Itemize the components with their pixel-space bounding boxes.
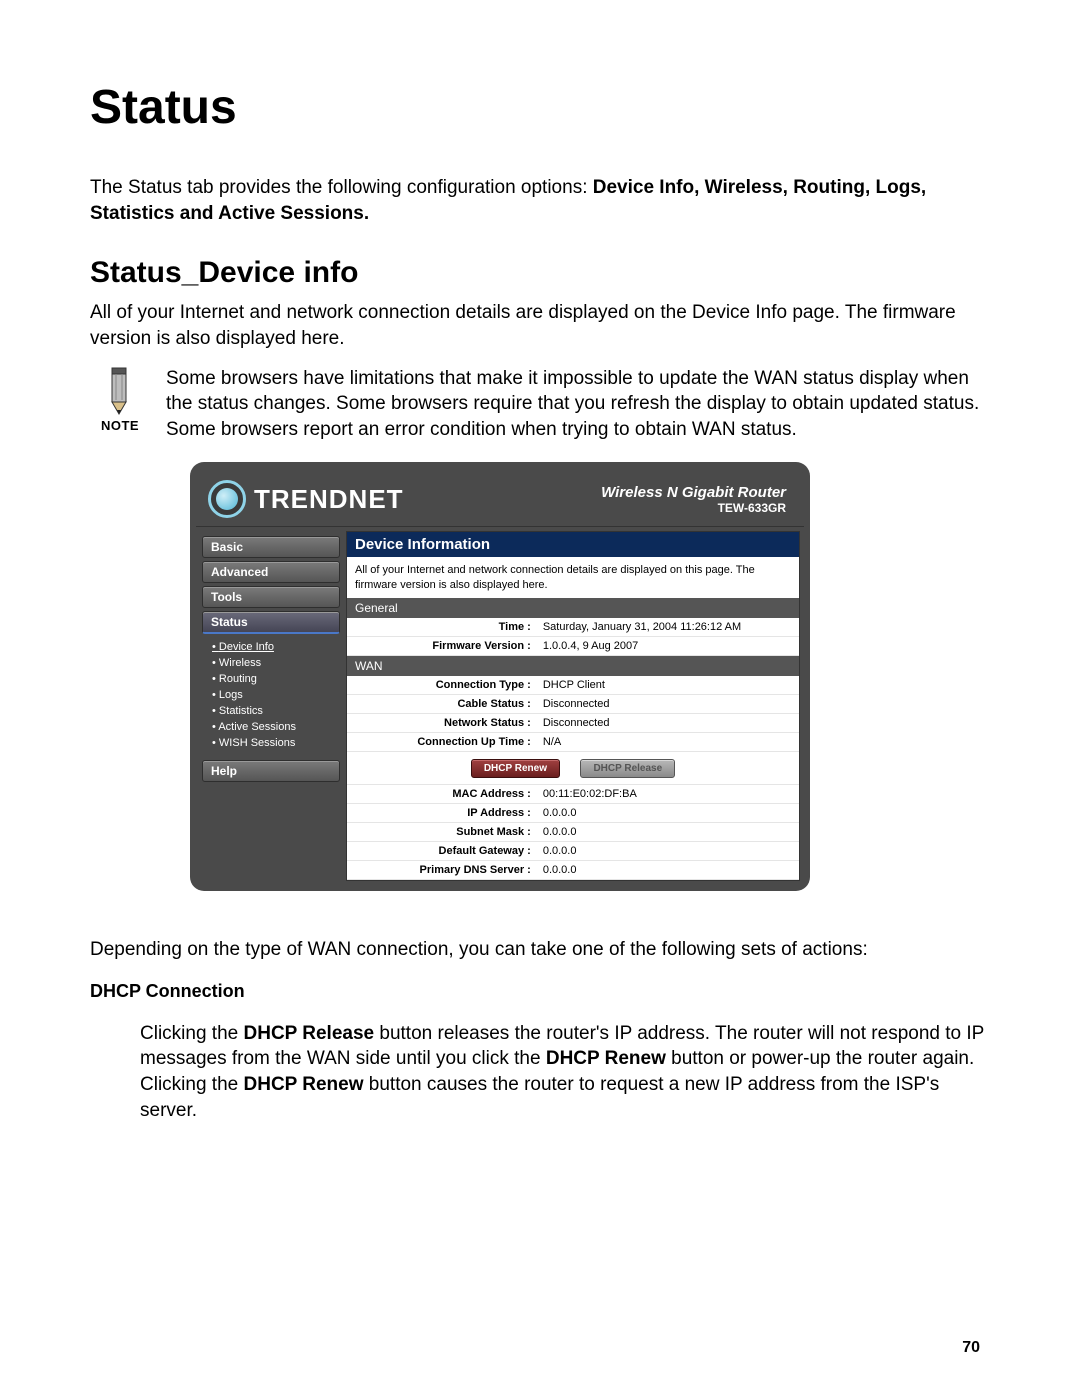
subnav-routing[interactable]: Routing xyxy=(212,671,340,687)
subnet-label: Subnet Mask : xyxy=(347,823,537,842)
pencil-note-icon xyxy=(98,366,142,416)
table-row: IP Address : 0.0.0.0 xyxy=(347,804,799,823)
subnav-logs[interactable]: Logs xyxy=(212,687,340,703)
page-number: 70 xyxy=(962,1339,980,1357)
uptime-value: N/A xyxy=(537,733,799,752)
firmware-value: 1.0.0.4, 9 Aug 2007 xyxy=(537,637,799,656)
page-title: Status xyxy=(90,80,990,135)
table-row: MAC Address : 00:11:E0:02:DF:BA xyxy=(347,785,799,804)
table-row: Primary DNS Server : 0.0.0.0 xyxy=(347,861,799,880)
intro-text: The Status tab provides the following co… xyxy=(90,177,593,198)
dhcp-release-button[interactable]: DHCP Release xyxy=(580,759,675,778)
mac-label: MAC Address : xyxy=(347,785,537,804)
dns-label: Primary DNS Server : xyxy=(347,861,537,880)
dhcp-connection-heading: DHCP Connection xyxy=(90,981,990,1002)
mac-value: 00:11:E0:02:DF:BA xyxy=(537,785,799,804)
firmware-label: Firmware Version : xyxy=(347,637,537,656)
t-bold: DHCP Renew xyxy=(244,1074,364,1095)
dhcp-renew-button[interactable]: DHCP Renew xyxy=(471,759,560,778)
cable-status-value: Disconnected xyxy=(537,695,799,714)
below-screenshot: Depending on the type of WAN connection,… xyxy=(90,937,990,1123)
table-row: Cable Status : Disconnected xyxy=(347,695,799,714)
table-row: Connection Up Time : N/A xyxy=(347,733,799,752)
nav-status-submenu: Device Info Wireless Routing Logs Statis… xyxy=(202,637,340,757)
time-label: Time : xyxy=(347,618,537,637)
section-heading: Status_Device info xyxy=(90,256,990,290)
nav-tools[interactable]: Tools xyxy=(202,586,340,608)
ip-label: IP Address : xyxy=(347,804,537,823)
general-table: Time : Saturday, January 31, 2004 11:26:… xyxy=(347,618,799,656)
subnav-wish-sessions[interactable]: WISH Sessions xyxy=(212,735,340,751)
network-status-value: Disconnected xyxy=(537,714,799,733)
subnav-device-info[interactable]: Device Info xyxy=(212,639,340,655)
intro-paragraph: The Status tab provides the following co… xyxy=(90,175,990,226)
router-inner: TRENDNET Wireless N Gigabit Router TEW-6… xyxy=(196,468,804,885)
brand-text: TRENDNET xyxy=(254,484,404,515)
document-page: Status The Status tab provides the follo… xyxy=(0,0,1080,1397)
after-shot-text: Depending on the type of WAN connection,… xyxy=(90,937,990,963)
subnav-active-sessions[interactable]: Active Sessions xyxy=(212,719,340,735)
section-paragraph: All of your Internet and network connect… xyxy=(90,300,990,351)
table-row: Connection Type : DHCP Client xyxy=(347,676,799,695)
nav-help[interactable]: Help xyxy=(202,760,340,782)
panel-title: Device Information xyxy=(347,532,799,557)
wan-addr-table: MAC Address : 00:11:E0:02:DF:BA IP Addre… xyxy=(347,785,799,880)
note-icon-box: NOTE xyxy=(90,366,150,433)
table-row: Time : Saturday, January 31, 2004 11:26:… xyxy=(347,618,799,637)
subnav-wireless[interactable]: Wireless xyxy=(212,655,340,671)
device-info-panel: Device Information All of your Internet … xyxy=(346,531,800,881)
general-heading: General xyxy=(347,598,799,618)
table-row: Default Gateway : 0.0.0.0 xyxy=(347,842,799,861)
router-content: Device Information All of your Internet … xyxy=(346,527,804,885)
router-header: TRENDNET Wireless N Gigabit Router TEW-6… xyxy=(196,468,804,526)
table-row: Subnet Mask : 0.0.0.0 xyxy=(347,823,799,842)
network-status-label: Network Status : xyxy=(347,714,537,733)
dhcp-button-row: DHCP Renew DHCP Release xyxy=(347,752,799,785)
panel-desc: All of your Internet and network connect… xyxy=(347,557,799,598)
gateway-value: 0.0.0.0 xyxy=(537,842,799,861)
nav-basic[interactable]: Basic xyxy=(202,536,340,558)
router-body: Basic Advanced Tools Status Device Info … xyxy=(196,526,804,885)
t-bold: DHCP Renew xyxy=(546,1048,666,1069)
conn-type-label: Connection Type : xyxy=(347,676,537,695)
note-block: NOTE Some browsers have limitations that… xyxy=(90,366,990,443)
wan-table: Connection Type : DHCP Client Cable Stat… xyxy=(347,676,799,752)
brand: TRENDNET xyxy=(208,480,404,518)
sidebar-nav: Basic Advanced Tools Status Device Info … xyxy=(196,527,346,885)
router-screenshot: TRENDNET Wireless N Gigabit Router TEW-6… xyxy=(190,462,810,891)
time-value: Saturday, January 31, 2004 11:26:12 AM xyxy=(537,618,799,637)
note-text: Some browsers have limitations that make… xyxy=(166,366,990,443)
wan-heading: WAN xyxy=(347,656,799,676)
dhcp-paragraph: Clicking the DHCP Release button release… xyxy=(140,1021,990,1124)
router-title-block: Wireless N Gigabit Router TEW-633GR xyxy=(601,484,786,515)
router-model: TEW-633GR xyxy=(601,501,786,515)
nav-status[interactable]: Status xyxy=(202,611,340,634)
brand-logo-icon xyxy=(208,480,246,518)
router-title: Wireless N Gigabit Router xyxy=(601,484,786,501)
note-label: NOTE xyxy=(90,418,150,433)
dns-value: 0.0.0.0 xyxy=(537,861,799,880)
ip-value: 0.0.0.0 xyxy=(537,804,799,823)
table-row: Firmware Version : 1.0.0.4, 9 Aug 2007 xyxy=(347,637,799,656)
conn-type-value: DHCP Client xyxy=(537,676,799,695)
cable-status-label: Cable Status : xyxy=(347,695,537,714)
subnet-value: 0.0.0.0 xyxy=(537,823,799,842)
nav-advanced[interactable]: Advanced xyxy=(202,561,340,583)
table-row: Network Status : Disconnected xyxy=(347,714,799,733)
t: Clicking the xyxy=(140,1023,244,1044)
t-bold: DHCP Release xyxy=(244,1023,375,1044)
uptime-label: Connection Up Time : xyxy=(347,733,537,752)
gateway-label: Default Gateway : xyxy=(347,842,537,861)
subnav-statistics[interactable]: Statistics xyxy=(212,703,340,719)
